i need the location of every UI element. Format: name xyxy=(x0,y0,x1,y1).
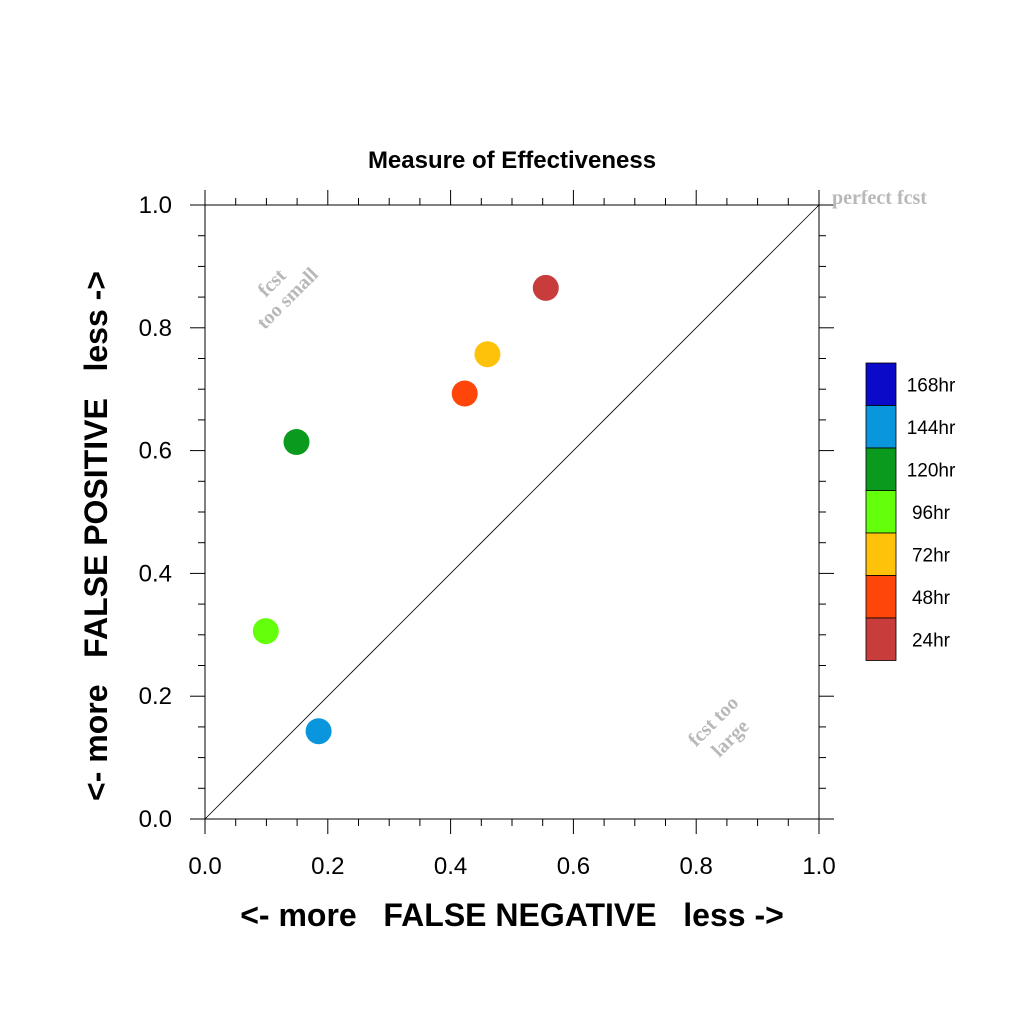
legend-swatch-72hr xyxy=(865,532,897,576)
legend-swatch-24hr xyxy=(865,617,897,661)
x-tick-label: 0.8 xyxy=(680,853,713,880)
data-point-96hr xyxy=(252,618,279,645)
y-tick-label: 0.0 xyxy=(139,806,172,833)
legend: 168hr 144hr 120hr 96hr 72hr 48hr 24hr xyxy=(865,362,956,661)
too-small-line-2: too small xyxy=(253,263,323,333)
x-axis-label: <- more FALSE NEGATIVE less -> xyxy=(240,897,784,933)
data-point-24hr xyxy=(532,274,559,301)
chart-title: Measure of Effectiveness xyxy=(368,147,656,174)
data-point-48hr xyxy=(451,380,478,407)
legend-label-144hr: 144hr xyxy=(907,418,956,439)
legend-label-96hr: 96hr xyxy=(912,503,951,524)
data-point-72hr xyxy=(474,341,501,368)
data-point-120hr xyxy=(283,429,310,456)
legend-label-120hr: 120hr xyxy=(907,460,956,481)
y-tick-label: 0.6 xyxy=(139,438,172,465)
legend-label-48hr: 48hr xyxy=(912,588,951,609)
x-tick-label: 0.4 xyxy=(434,853,467,880)
perfect-forecast-annotation: perfect fcst xyxy=(832,187,927,209)
y-axis-label: <- more FALSE POSITIVE less -> xyxy=(78,271,114,801)
y-tick-label: 1.0 xyxy=(139,192,172,219)
legend-swatch-96hr xyxy=(865,490,897,534)
y-tick-label: 0.4 xyxy=(139,560,172,587)
perfect-forecast-diagonal xyxy=(204,204,820,820)
legend-swatch-120hr xyxy=(865,447,897,491)
x-tick-labels: 0.0 0.2 0.4 0.6 0.8 1.0 xyxy=(188,853,835,880)
x-tick-label: 0.2 xyxy=(311,853,344,880)
y-tick-labels: 0.0 0.2 0.4 0.6 0.8 1.0 xyxy=(139,192,172,833)
legend-label-72hr: 72hr xyxy=(912,545,951,566)
legend-swatch-168hr xyxy=(865,362,897,406)
legend-label-168hr: 168hr xyxy=(907,375,956,396)
tick-marks xyxy=(190,190,834,834)
too-small-annotation: fcst too small xyxy=(253,263,323,333)
legend-label-24hr: 24hr xyxy=(912,630,951,651)
legend-swatch-48hr xyxy=(865,575,897,619)
data-points xyxy=(252,274,559,745)
x-tick-label: 1.0 xyxy=(802,853,835,880)
x-tick-label: 0.6 xyxy=(557,853,590,880)
data-point-144hr xyxy=(305,718,332,745)
too-large-annotation: fcst too large xyxy=(684,692,754,762)
legend-swatch-144hr xyxy=(865,405,897,449)
y-tick-label: 0.8 xyxy=(139,315,172,342)
x-tick-label: 0.0 xyxy=(188,853,221,880)
y-tick-label: 0.2 xyxy=(139,683,172,710)
